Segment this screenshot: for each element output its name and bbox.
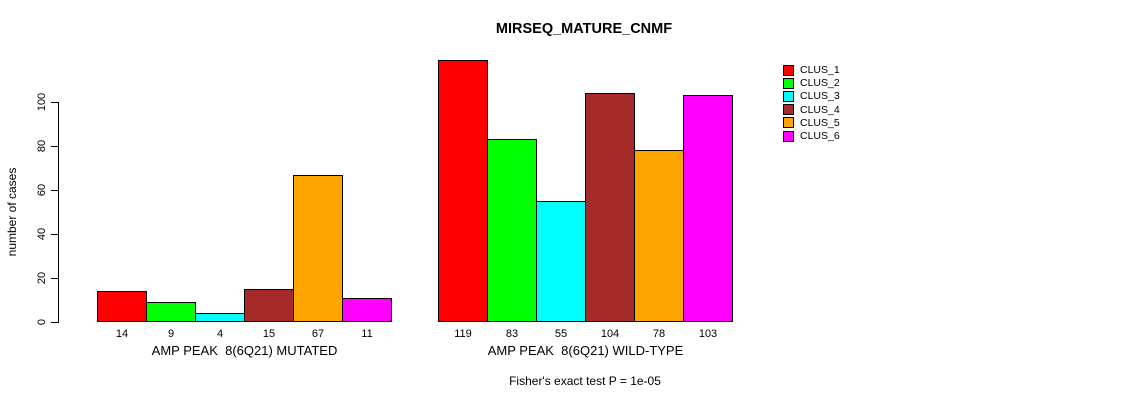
legend-item-label: CLUS_2 (800, 77, 840, 90)
fisher-test-annotation: Fisher's exact test P = 1e-05 (509, 374, 661, 388)
legend: CLUS_1 CLUS_2 CLUS_3 CLUS_4 CLUS_5 CLUS_6 (783, 64, 873, 149)
legend-swatch-clus_6 (783, 130, 794, 142)
bar-clus_6-mutated (342, 298, 392, 322)
y-tick-mark (51, 322, 58, 323)
bar-value-label: 78 (652, 328, 666, 340)
legend-item: CLUS_6 (783, 130, 840, 142)
legend-item: CLUS_5 (783, 117, 840, 129)
bar-value-label: 4 (216, 328, 224, 340)
bar-value-label: 55 (554, 328, 568, 340)
bar-value-label: 103 (698, 328, 718, 340)
bar-clus_3-wild-type (536, 201, 586, 322)
bar-value-label: 119 (454, 328, 472, 340)
y-tick-mark (51, 234, 58, 235)
bar-clus_1-wild-type (438, 60, 488, 322)
bar-clus_4-wild-type (585, 93, 635, 322)
group-x-label-wild-type: AMP PEAK 8(6Q21) WILD-TYPE (487, 343, 684, 358)
y-tick-label: 40 (36, 227, 48, 241)
bar-value-label: 14 (115, 328, 129, 340)
legend-item-label: CLUS_4 (800, 103, 840, 116)
bar-clus_6-wild-type (683, 95, 733, 322)
legend-item-label: CLUS_1 (800, 64, 840, 76)
chart-title: MIRSEQ_MATURE_CNMF (495, 21, 673, 37)
y-tick-label: 20 (36, 271, 48, 285)
legend-swatch-clus_3 (783, 90, 794, 102)
y-tick-label: 80 (36, 139, 48, 153)
y-tick-label: 0 (36, 318, 48, 326)
group-x-label-mutated: AMP PEAK 8(6Q21) MUTATED (151, 343, 338, 358)
bar-value-label: 67 (311, 328, 325, 340)
y-tick-label: 60 (36, 183, 48, 197)
bar-clus_1-mutated (97, 291, 147, 322)
y-axis-line (58, 102, 59, 323)
y-tick-label: 100 (36, 92, 48, 112)
y-tick-mark (51, 278, 58, 279)
bar-value-label: 15 (262, 328, 276, 340)
legend-swatch-clus_1 (783, 64, 794, 76)
bar-value-label: 11 (361, 328, 373, 340)
y-tick-mark (51, 190, 58, 191)
bar-value-label: 83 (505, 328, 519, 340)
legend-swatch-clus_4 (783, 104, 794, 116)
bar-clus_2-wild-type (487, 139, 537, 322)
bar-value-label: 104 (600, 328, 620, 340)
y-axis-label: number of cases (5, 167, 19, 257)
legend-swatch-clus_2 (783, 77, 794, 89)
bar-clus_3-mutated (195, 313, 245, 322)
y-tick-mark (51, 146, 58, 147)
y-tick-mark (51, 102, 58, 103)
legend-swatch-clus_5 (783, 117, 794, 129)
bar-clus_5-mutated (293, 175, 343, 322)
legend-item-label: CLUS_6 (800, 130, 840, 142)
bar-clus_4-mutated (244, 289, 294, 322)
bar-clus_2-mutated (146, 302, 196, 322)
legend-item: CLUS_1 (783, 64, 840, 76)
legend-item-label: CLUS_3 (800, 90, 840, 103)
legend-item-label: CLUS_5 (800, 116, 840, 129)
legend-item: CLUS_3 (783, 90, 840, 102)
legend-item: CLUS_2 (783, 77, 840, 89)
bar-value-label: 9 (167, 328, 175, 340)
legend-item: CLUS_4 (783, 104, 840, 116)
bar-clus_5-wild-type (634, 150, 684, 322)
